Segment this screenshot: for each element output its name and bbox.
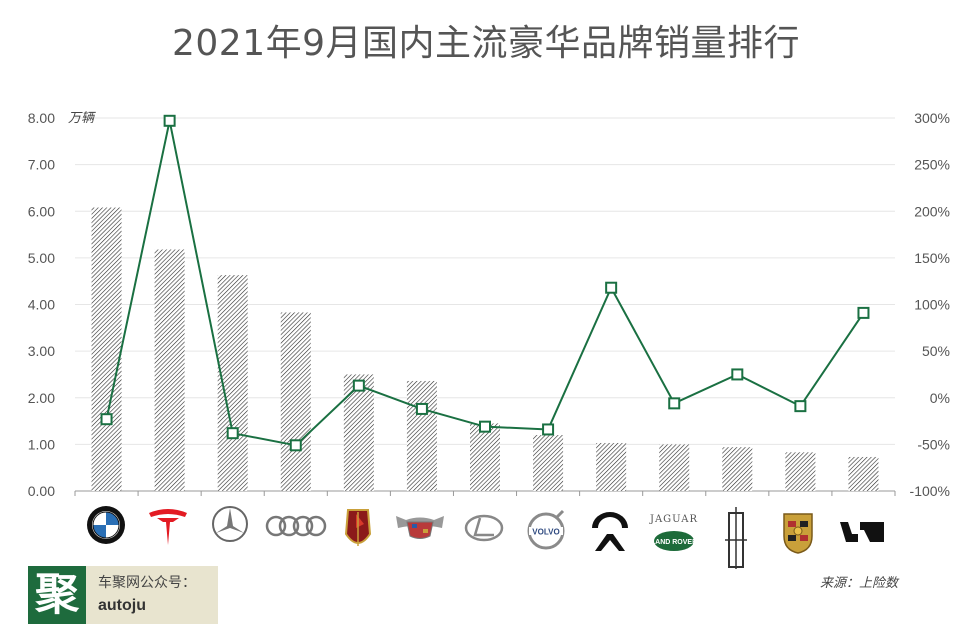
sales-bar: [785, 452, 816, 491]
autoju-logo-icon: 聚: [28, 566, 86, 624]
growth-point: [226, 427, 239, 440]
y-left-tick-label: 5.00: [28, 250, 55, 266]
y-left-tick-label: 4.00: [28, 297, 55, 313]
growth-point: [415, 402, 428, 415]
gridlines: [75, 117, 895, 445]
axis-tick-labels: 8.00 300% 7.00 250% 6.00 200% 5.00 150% 4.00 100%…: [28, 110, 950, 499]
axes: [74, 490, 896, 496]
y-right-tick-label: 0%: [930, 390, 950, 406]
y-left-tick-label: 2.00: [28, 390, 55, 406]
sales-bar: [533, 435, 564, 491]
sales-bar: [848, 456, 879, 491]
y-left-tick-label: 3.00: [28, 343, 55, 359]
cadillac-logo-icon: [396, 516, 444, 539]
sales-bar: [91, 207, 122, 491]
bar-series: [91, 207, 879, 491]
jaguar-wordmark: JAGUAR: [649, 514, 698, 525]
growth-point: [289, 439, 302, 452]
y-right-tick-label: 50%: [922, 343, 950, 359]
sales-bar: [470, 423, 500, 491]
y-right-tick-label: 300%: [914, 110, 950, 126]
sales-bar: [722, 447, 753, 491]
growth-point: [605, 281, 618, 294]
growth-point: [479, 420, 491, 433]
y-right-tick-label: 200%: [914, 203, 950, 219]
growth-point: [542, 423, 555, 436]
wechat-account-label: 车聚网公众号：: [98, 575, 196, 591]
mercedes-logo-icon: [212, 506, 248, 542]
y-right-tick-label: 250%: [914, 157, 950, 173]
nio-logo-icon: [592, 512, 628, 551]
y-axis-unit-label: 万辆: [68, 111, 96, 126]
y-left-tick-label: 0.00: [28, 483, 55, 499]
y-right-tick-label: 150%: [914, 250, 950, 266]
volvo-logo-icon: VOLVO: [527, 509, 565, 550]
lincoln-logo-icon: [725, 507, 747, 569]
y-left-tick-label: 6.00: [28, 203, 55, 219]
sales-bar: [154, 249, 185, 491]
tesla-logo-icon: [149, 509, 187, 545]
audi-logo-icon: [265, 515, 327, 537]
landrover-wordmark: LAND ROVER: [651, 539, 697, 546]
sales-bar: [596, 442, 627, 491]
y-left-tick-label: 7.00: [28, 157, 55, 173]
y-left-tick-label: 1.00: [28, 436, 55, 452]
li-auto-logo-icon: [840, 522, 884, 542]
data-source-label: 来源：上险数: [820, 576, 899, 591]
volvo-wordmark: VOLVO: [532, 528, 559, 537]
footer-wechat-badge: 聚 车聚网公众号： autoju: [28, 566, 218, 624]
jaguar-landrover-logo-icon: JAGUAR LAND ROVER: [649, 514, 698, 551]
hongqi-logo-icon: [344, 509, 372, 546]
sales-bar: [343, 374, 374, 491]
y-left-tick-label: 8.00: [28, 110, 55, 126]
growth-point: [794, 400, 807, 413]
wechat-account-id: autoju: [98, 597, 146, 614]
growth-line-series: [100, 114, 870, 452]
growth-point: [668, 397, 681, 410]
growth-point: [100, 413, 113, 426]
sales-bar: [659, 444, 690, 491]
growth-point: [163, 114, 176, 127]
y-right-tick-label: -50%: [917, 436, 950, 452]
bmw-logo-icon: [87, 506, 125, 544]
chart-title: 2021年9月国内主流豪华品牌销量排行: [171, 23, 801, 64]
porsche-logo-icon: [783, 513, 813, 554]
y-right-tick-label: 100%: [914, 297, 950, 313]
growth-point: [352, 379, 365, 392]
sales-bar: [280, 312, 311, 491]
y-right-tick-label: -100%: [910, 483, 950, 499]
growth-point: [857, 306, 870, 319]
growth-point: [731, 368, 744, 381]
lexus-logo-icon: [464, 514, 504, 542]
sales-bar: [406, 380, 437, 491]
